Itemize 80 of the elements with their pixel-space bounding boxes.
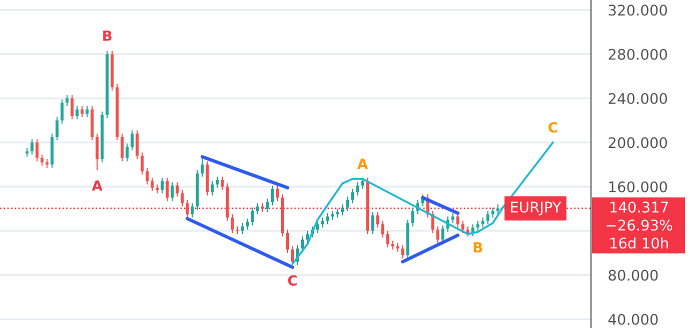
candlestick bbox=[70, 94, 74, 120]
candlestick bbox=[230, 214, 234, 234]
candlestick bbox=[136, 130, 139, 160]
y-tick-label: 40.000 bbox=[608, 314, 658, 325]
candlestick bbox=[451, 212, 454, 224]
candlestick bbox=[246, 218, 249, 230]
text: −26.93% bbox=[606, 220, 672, 231]
candlestick bbox=[76, 105, 79, 120]
y-tick-label: 240.000 bbox=[608, 93, 668, 104]
candlestick bbox=[96, 133, 99, 171]
candlestick bbox=[436, 226, 440, 244]
annotation: EURJPY bbox=[511, 202, 562, 216]
candlestick bbox=[140, 152, 144, 176]
candlestick bbox=[401, 244, 404, 259]
candlestick bbox=[381, 220, 384, 238]
candlestick bbox=[481, 217, 484, 228]
candlestick bbox=[120, 133, 124, 162]
candlestick bbox=[476, 220, 480, 232]
candlestick bbox=[270, 184, 274, 206]
candlestick bbox=[371, 211, 374, 235]
candlestick bbox=[496, 204, 500, 215]
text: 16d 10h bbox=[610, 237, 668, 249]
candlestick bbox=[40, 154, 44, 166]
candlestick bbox=[301, 236, 304, 252]
candlestick bbox=[156, 184, 159, 194]
candlestick bbox=[346, 196, 350, 212]
candlestick bbox=[170, 182, 174, 202]
candlestick bbox=[150, 177, 154, 192]
candlestick bbox=[56, 116, 59, 141]
candlestick bbox=[30, 138, 34, 156]
candlestick bbox=[266, 198, 269, 213]
candlestick bbox=[250, 207, 254, 226]
candlestick bbox=[491, 207, 494, 218]
candlestick bbox=[186, 199, 189, 218]
candlestick bbox=[386, 230, 390, 248]
candlestick bbox=[220, 176, 224, 191]
candlestick bbox=[146, 167, 149, 185]
candlestick bbox=[210, 180, 214, 196]
candlestick bbox=[126, 143, 129, 162]
candlestick bbox=[256, 202, 259, 215]
data-label: A bbox=[357, 158, 368, 169]
text: B bbox=[103, 30, 112, 41]
candlestick bbox=[190, 202, 194, 218]
candlestick bbox=[316, 220, 320, 234]
text: A bbox=[92, 180, 102, 191]
ref-line-label: 140.317 bbox=[610, 202, 668, 213]
data-label: C bbox=[548, 122, 558, 133]
candlestick bbox=[36, 138, 39, 162]
candlestick bbox=[276, 184, 279, 202]
y-tick-label: 320.000 bbox=[608, 4, 668, 16]
candlestick bbox=[486, 210, 490, 225]
text: C bbox=[288, 275, 297, 286]
candlestick bbox=[166, 177, 169, 202]
y-tick-label: 200.000 bbox=[608, 137, 668, 148]
candlestick bbox=[441, 224, 444, 244]
candlestick bbox=[356, 182, 360, 196]
y-tick-label: 80.000 bbox=[608, 270, 658, 281]
candlestick bbox=[80, 105, 84, 118]
y-tick-label: 280.000 bbox=[608, 48, 668, 60]
candlestick bbox=[306, 230, 310, 244]
candlestick bbox=[60, 98, 64, 124]
candlestick bbox=[176, 182, 179, 198]
candlestick bbox=[456, 212, 460, 228]
data-label: B bbox=[474, 242, 482, 252]
candlestick bbox=[86, 105, 89, 118]
candlestick bbox=[461, 220, 464, 234]
y-tick-label: 160.000 bbox=[609, 181, 668, 192]
candlestick bbox=[411, 207, 414, 227]
candlestick bbox=[341, 204, 344, 216]
candlestick bbox=[351, 188, 354, 204]
candlestick bbox=[240, 222, 244, 235]
candlestick bbox=[180, 189, 184, 208]
candlestick bbox=[160, 177, 164, 194]
candlestick bbox=[286, 229, 289, 254]
candlestick bbox=[376, 211, 380, 228]
candlestick bbox=[216, 176, 219, 188]
candlestick bbox=[321, 217, 324, 228]
candlestick bbox=[130, 130, 134, 151]
candlestick bbox=[66, 94, 69, 107]
candlestick bbox=[326, 212, 330, 225]
